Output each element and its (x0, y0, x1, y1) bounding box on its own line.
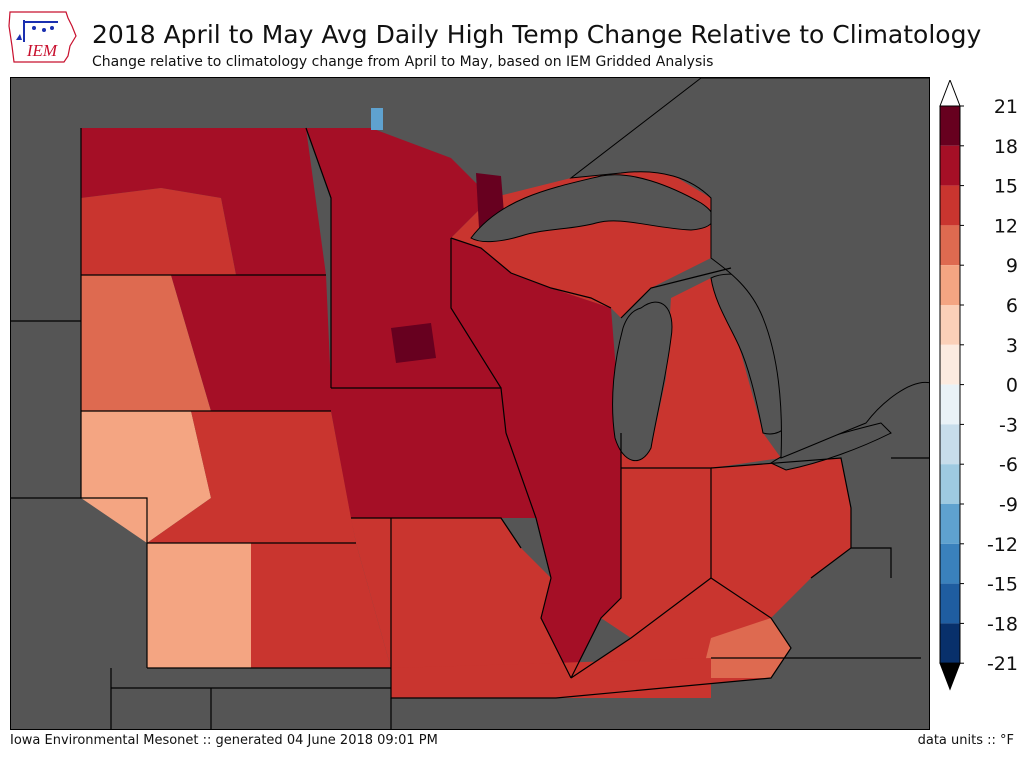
colorbar-label: 0 (1006, 375, 1018, 397)
colorbar: 21 18 15 12 9 6 3 0 -3 -6 -9 -12 -15 -18 -21 (939, 80, 1018, 691)
colorbar-label: 15 (994, 176, 1018, 198)
colorbar-bin--15-to--12 (940, 543, 960, 584)
colorbar-bin--9-to--6 (940, 464, 960, 504)
logo-text: IEM (26, 41, 58, 60)
colorbar-label: 12 (994, 215, 1018, 237)
state-borders (11, 127, 929, 729)
region-ia (331, 388, 536, 518)
colorbar-bin-3-to-6 (940, 305, 960, 345)
colorbar-bin-12-to-15 (940, 185, 960, 226)
region-ne-e (147, 411, 356, 543)
lake-nipigon-outlet (371, 108, 383, 130)
colorbar-label: -12 (987, 534, 1018, 556)
lake-michigan (612, 301, 673, 462)
map-panel (10, 77, 930, 730)
region-ar-tn (391, 658, 711, 698)
colorbar-bin--3-to-0 (940, 384, 960, 425)
region-nd-ne (81, 128, 326, 275)
colorbar-bin--6-to--3 (940, 424, 960, 465)
region-mn (306, 128, 501, 388)
colorbar-label: 3 (1006, 335, 1018, 357)
region-in (601, 468, 711, 638)
colorbar-label: 6 (1006, 295, 1018, 317)
colorbar-extend-max (939, 80, 961, 107)
region-wi (451, 238, 621, 433)
iem-logo: IEM (8, 11, 77, 63)
colorbar-bin--18-to--15 (940, 583, 960, 624)
chart-title: 2018 April to May Avg Daily High Temp Ch… (92, 20, 982, 49)
colorbar-bin-18-to-21 (940, 106, 960, 146)
ontario-region (569, 78, 929, 459)
region-sd-w (81, 275, 211, 411)
colorbar-extend-min (939, 662, 961, 691)
colorbar-label: -21 (987, 653, 1018, 675)
region-sd-e (171, 275, 331, 411)
region-mo (351, 518, 571, 698)
lakes-layer (371, 78, 929, 471)
colorbar-bin--21-to--18 (940, 623, 960, 664)
colorbar-swatches (939, 80, 961, 691)
region-mi-lp (621, 278, 781, 468)
regions-layer (81, 128, 851, 698)
colorbar-label: -18 (987, 613, 1018, 635)
chart-subtitle: Change relative to climatology change fr… (92, 54, 714, 70)
colorbar-labels: 21 18 15 12 9 6 3 0 -3 -6 -9 -12 -15 -18 -21 (960, 96, 1018, 675)
colorbar-label: -3 (999, 414, 1018, 436)
colorbar-label: -15 (987, 574, 1018, 596)
colorbar-label: 18 (994, 136, 1018, 158)
footer-units: data units :: °F (917, 733, 1014, 748)
colorbar-label: 9 (1006, 255, 1018, 277)
map-canvas (11, 78, 929, 729)
region-oh (711, 458, 851, 618)
region-ks-e (251, 543, 391, 668)
region-il (506, 433, 621, 678)
iowa-outline-icon (8, 11, 77, 63)
lake-superior (470, 174, 714, 243)
footer-credit: Iowa Environmental Mesonet :: generated … (10, 733, 438, 748)
colorbar-bin-9-to-12 (940, 225, 960, 266)
region-ne-w (81, 411, 211, 543)
colorbar-label: 21 (994, 96, 1018, 118)
colorbar-label: -6 (999, 454, 1018, 476)
region-ky-se (701, 618, 791, 678)
colorbar-bin--12-to--9 (940, 504, 960, 544)
colorbar-label: -9 (999, 494, 1018, 516)
colorbar-bin-0-to-3 (940, 344, 960, 385)
region-mn-c-peak (391, 323, 436, 363)
region-ks-w (147, 543, 251, 668)
colorbar-bin-15-to-18 (940, 145, 960, 186)
region-nd-w (81, 188, 236, 275)
colorbar-bin-6-to-9 (940, 265, 960, 305)
